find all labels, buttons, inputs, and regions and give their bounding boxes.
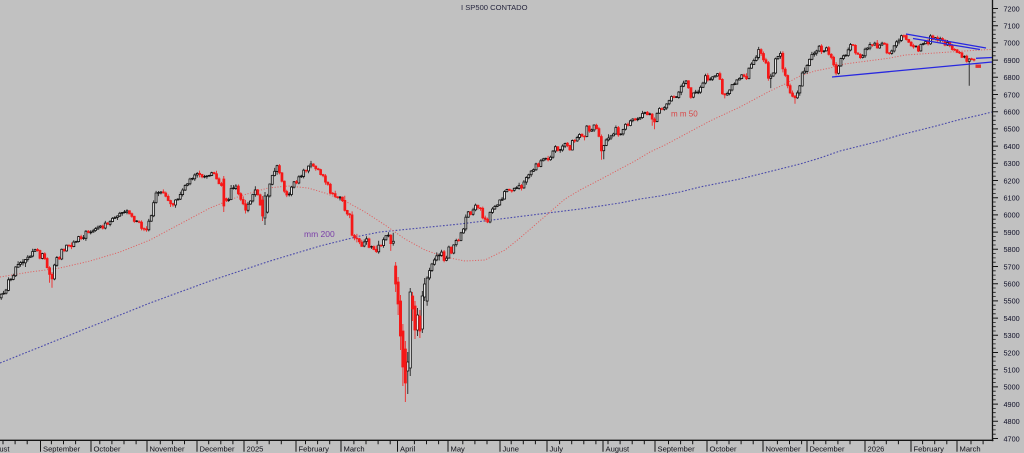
svg-text:September: September	[43, 444, 81, 453]
svg-text:February: February	[914, 444, 945, 453]
svg-text:May: May	[451, 444, 466, 453]
svg-text:7200: 7200	[1004, 4, 1020, 13]
svg-text:6900: 6900	[1004, 56, 1020, 65]
svg-text:5300: 5300	[1004, 331, 1020, 340]
svg-text:7000: 7000	[1004, 39, 1020, 48]
svg-text:September: September	[658, 444, 696, 453]
svg-text:7100: 7100	[1004, 22, 1020, 31]
svg-text:December: December	[200, 444, 235, 453]
svg-text:July: July	[550, 444, 564, 453]
svg-text:6500: 6500	[1004, 125, 1020, 134]
svg-text:November: November	[766, 444, 801, 453]
svg-text:6300: 6300	[1004, 159, 1020, 168]
svg-text:6400: 6400	[1004, 142, 1020, 151]
svg-text:October: October	[710, 444, 737, 453]
svg-text:ust: ust	[0, 444, 10, 453]
svg-text:6000: 6000	[1004, 211, 1020, 220]
svg-text:March: March	[344, 444, 365, 453]
svg-text:5100: 5100	[1004, 366, 1020, 375]
svg-text:mm 200: mm 200	[304, 229, 335, 239]
svg-text:6800: 6800	[1004, 73, 1020, 82]
svg-text:4900: 4900	[1004, 400, 1020, 409]
svg-text:2026: 2026	[868, 444, 885, 453]
svg-text:2025: 2025	[247, 444, 264, 453]
svg-text:5000: 5000	[1004, 383, 1020, 392]
svg-text:December: December	[810, 444, 845, 453]
svg-text:5700: 5700	[1004, 262, 1020, 271]
svg-text:August: August	[606, 444, 631, 453]
svg-text:November: November	[150, 444, 185, 453]
svg-text:5500: 5500	[1004, 297, 1020, 306]
svg-text:4800: 4800	[1004, 417, 1020, 426]
svg-text:March: March	[960, 444, 981, 453]
svg-text:6600: 6600	[1004, 108, 1020, 117]
svg-text:February: February	[299, 444, 330, 453]
svg-text:June: June	[503, 444, 519, 453]
svg-text:I SP500 CONTADO: I SP500 CONTADO	[461, 3, 528, 12]
svg-text:6100: 6100	[1004, 194, 1020, 203]
svg-text:m m 50: m m 50	[671, 110, 698, 119]
svg-text:6200: 6200	[1004, 176, 1020, 185]
svg-text:5400: 5400	[1004, 314, 1020, 323]
svg-text:April: April	[400, 444, 416, 453]
svg-text:6700: 6700	[1004, 90, 1020, 99]
svg-text:5200: 5200	[1004, 348, 1020, 357]
svg-text:5800: 5800	[1004, 245, 1020, 254]
svg-text:5900: 5900	[1004, 228, 1020, 237]
svg-text:5600: 5600	[1004, 280, 1020, 289]
svg-text:4700: 4700	[1004, 434, 1020, 443]
svg-text:October: October	[94, 444, 121, 453]
